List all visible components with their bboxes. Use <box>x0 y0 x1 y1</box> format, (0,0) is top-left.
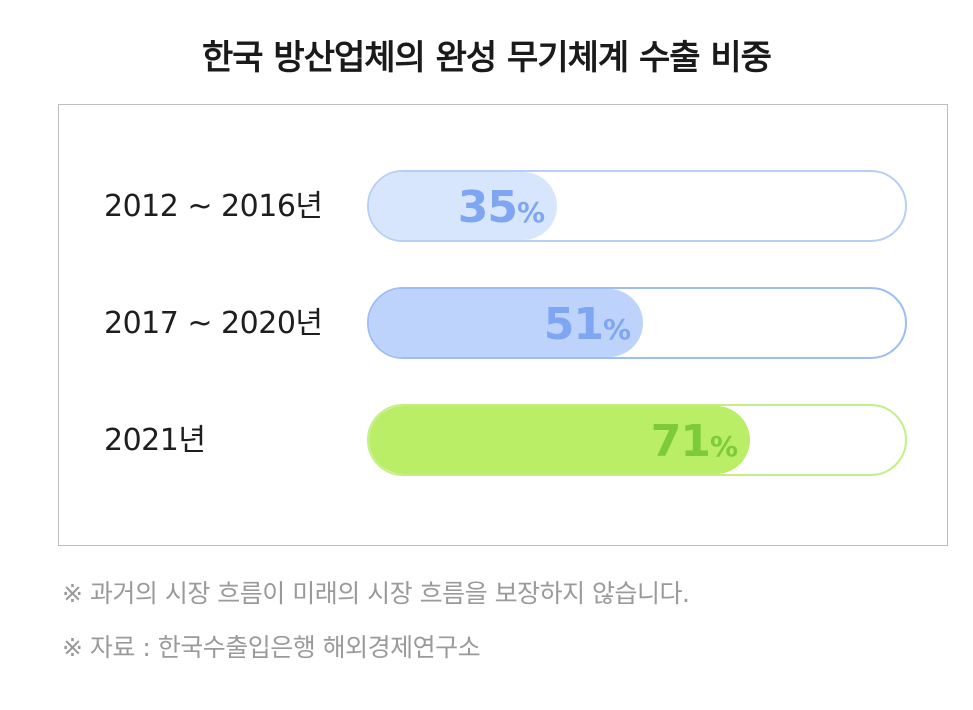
chart-title: 한국 방산업체의 완성 무기체계 수출 비중 <box>202 38 772 78</box>
bar-track: 71% <box>367 404 907 476</box>
bar-track: 51% <box>367 287 907 359</box>
bar-value-label: 71% <box>650 416 738 467</box>
bar-fill <box>369 172 557 240</box>
bar-fill <box>369 406 750 474</box>
bar-track: 35% <box>367 170 907 242</box>
bar-value-label: 51% <box>543 299 631 350</box>
bar-category-label: 2021년 <box>104 423 206 458</box>
disclaimer-note: ※ 과거의 시장 흐름이 미래의 시장 흐름을 보장하지 않습니다. <box>62 579 690 608</box>
source-note: ※ 자료 : 한국수출입은행 해외경제연구소 <box>62 633 481 662</box>
bar-value-label: 35% <box>457 182 545 233</box>
bar-category-label: 2012 ~ 2016년 <box>104 189 323 224</box>
bar-fill <box>369 289 643 357</box>
bar-category-label: 2017 ~ 2020년 <box>104 306 323 341</box>
